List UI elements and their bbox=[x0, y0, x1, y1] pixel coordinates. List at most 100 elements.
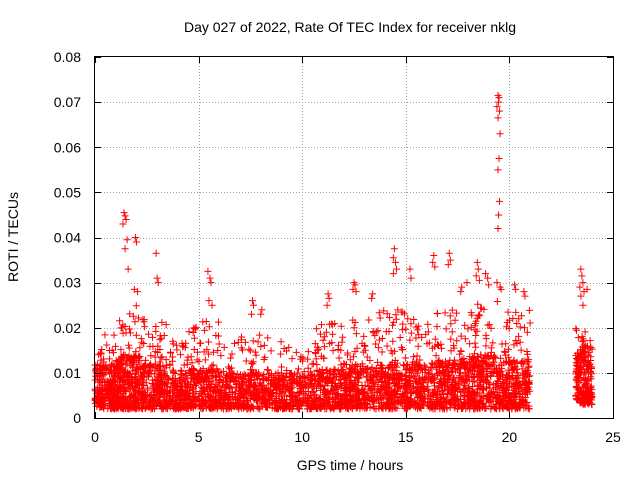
data-point bbox=[402, 325, 410, 333]
data-point bbox=[372, 396, 380, 404]
data-point bbox=[231, 339, 239, 347]
data-point bbox=[307, 375, 315, 383]
data-point bbox=[450, 374, 458, 382]
data-point bbox=[311, 349, 319, 357]
data-point bbox=[206, 398, 214, 406]
data-point bbox=[466, 340, 474, 348]
data-point bbox=[428, 404, 436, 412]
data-point bbox=[287, 385, 295, 393]
data-point bbox=[319, 336, 327, 344]
data-point bbox=[295, 405, 303, 413]
data-point bbox=[581, 399, 589, 407]
data-point bbox=[305, 400, 313, 408]
data-point bbox=[310, 374, 318, 382]
data-point bbox=[449, 376, 457, 384]
data-point bbox=[280, 380, 288, 388]
data-point bbox=[451, 404, 459, 412]
data-point bbox=[297, 402, 305, 410]
data-point bbox=[267, 347, 275, 355]
data-point bbox=[409, 364, 417, 372]
data-point bbox=[420, 388, 428, 396]
data-point bbox=[128, 375, 136, 383]
data-point bbox=[183, 360, 191, 368]
data-point bbox=[225, 402, 233, 410]
data-point bbox=[383, 342, 391, 350]
data-point bbox=[584, 365, 592, 373]
data-point bbox=[473, 258, 481, 266]
y-tick-label: 0 bbox=[73, 410, 81, 426]
data-point bbox=[419, 394, 427, 402]
data-point bbox=[121, 368, 129, 376]
data-point bbox=[368, 294, 376, 302]
chart-title: Day 027 of 2022, Rate Of TEC Index for r… bbox=[184, 19, 516, 35]
data-point bbox=[322, 378, 330, 386]
data-point bbox=[482, 367, 490, 375]
data-point bbox=[152, 385, 160, 393]
data-point bbox=[339, 333, 347, 341]
data-point bbox=[582, 376, 590, 384]
data-point bbox=[294, 365, 302, 373]
data-point bbox=[154, 385, 162, 393]
data-point bbox=[250, 301, 258, 309]
x-axis-label: GPS time / hours bbox=[297, 457, 404, 473]
data-point bbox=[194, 374, 202, 382]
data-point bbox=[443, 383, 451, 391]
data-point bbox=[285, 343, 293, 351]
data-point bbox=[324, 290, 332, 298]
data-point bbox=[326, 405, 334, 413]
data-point bbox=[123, 400, 131, 408]
data-point bbox=[472, 332, 480, 340]
data-point bbox=[172, 405, 180, 413]
data-point bbox=[377, 392, 385, 400]
data-point bbox=[436, 368, 444, 376]
data-point bbox=[484, 321, 492, 329]
data-point bbox=[411, 398, 419, 406]
data-point bbox=[199, 318, 207, 326]
data-point bbox=[516, 393, 524, 401]
data-point bbox=[227, 369, 235, 377]
data-point bbox=[427, 392, 435, 400]
data-point bbox=[205, 403, 213, 411]
data-point bbox=[431, 335, 439, 343]
data-point bbox=[525, 402, 533, 410]
data-point bbox=[242, 357, 250, 365]
data-point bbox=[489, 381, 497, 389]
data-point bbox=[180, 361, 188, 369]
data-point bbox=[228, 350, 236, 358]
data-point bbox=[435, 356, 443, 364]
data-point bbox=[138, 393, 146, 401]
data-point bbox=[523, 380, 531, 388]
data-point bbox=[446, 312, 454, 320]
x-tick-label: 20 bbox=[502, 429, 518, 445]
data-point bbox=[497, 382, 505, 390]
data-point bbox=[146, 361, 154, 369]
data-point bbox=[504, 308, 512, 316]
data-point bbox=[349, 353, 357, 361]
data-point bbox=[378, 373, 386, 381]
data-point bbox=[251, 383, 259, 391]
data-point bbox=[329, 330, 337, 338]
y-tick-label: 0.04 bbox=[54, 230, 81, 246]
data-point bbox=[116, 387, 124, 395]
data-point bbox=[132, 302, 140, 310]
data-point bbox=[290, 370, 298, 378]
data-point bbox=[210, 386, 218, 394]
data-point bbox=[519, 377, 527, 385]
data-point bbox=[491, 365, 499, 373]
data-point bbox=[442, 325, 450, 333]
data-point bbox=[330, 374, 338, 382]
data-point bbox=[125, 379, 133, 387]
data-point bbox=[485, 281, 493, 289]
data-point bbox=[109, 380, 117, 388]
data-point bbox=[456, 350, 464, 358]
data-point bbox=[487, 344, 495, 352]
data-point bbox=[489, 339, 497, 347]
data-point bbox=[223, 371, 231, 379]
data-point bbox=[220, 389, 228, 397]
data-point bbox=[254, 404, 262, 412]
data-point bbox=[147, 352, 155, 360]
y-axis-ticks: 0 0.01 0.02 0.03 0.04 0.05 0.06 0.07 0.08 bbox=[54, 49, 613, 426]
data-point bbox=[181, 392, 189, 400]
data-point bbox=[465, 385, 473, 393]
